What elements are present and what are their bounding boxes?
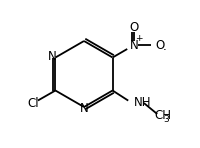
Text: N: N bbox=[47, 50, 56, 63]
Text: +: + bbox=[135, 33, 142, 42]
Text: 3: 3 bbox=[163, 115, 169, 124]
Text: O: O bbox=[155, 38, 164, 52]
Text: NH: NH bbox=[134, 96, 152, 110]
Text: CH: CH bbox=[155, 109, 172, 122]
Text: ·: · bbox=[163, 44, 166, 57]
Text: O: O bbox=[130, 21, 139, 34]
Text: N: N bbox=[130, 38, 139, 52]
Text: N: N bbox=[80, 102, 88, 115]
Text: Cl: Cl bbox=[27, 97, 39, 110]
